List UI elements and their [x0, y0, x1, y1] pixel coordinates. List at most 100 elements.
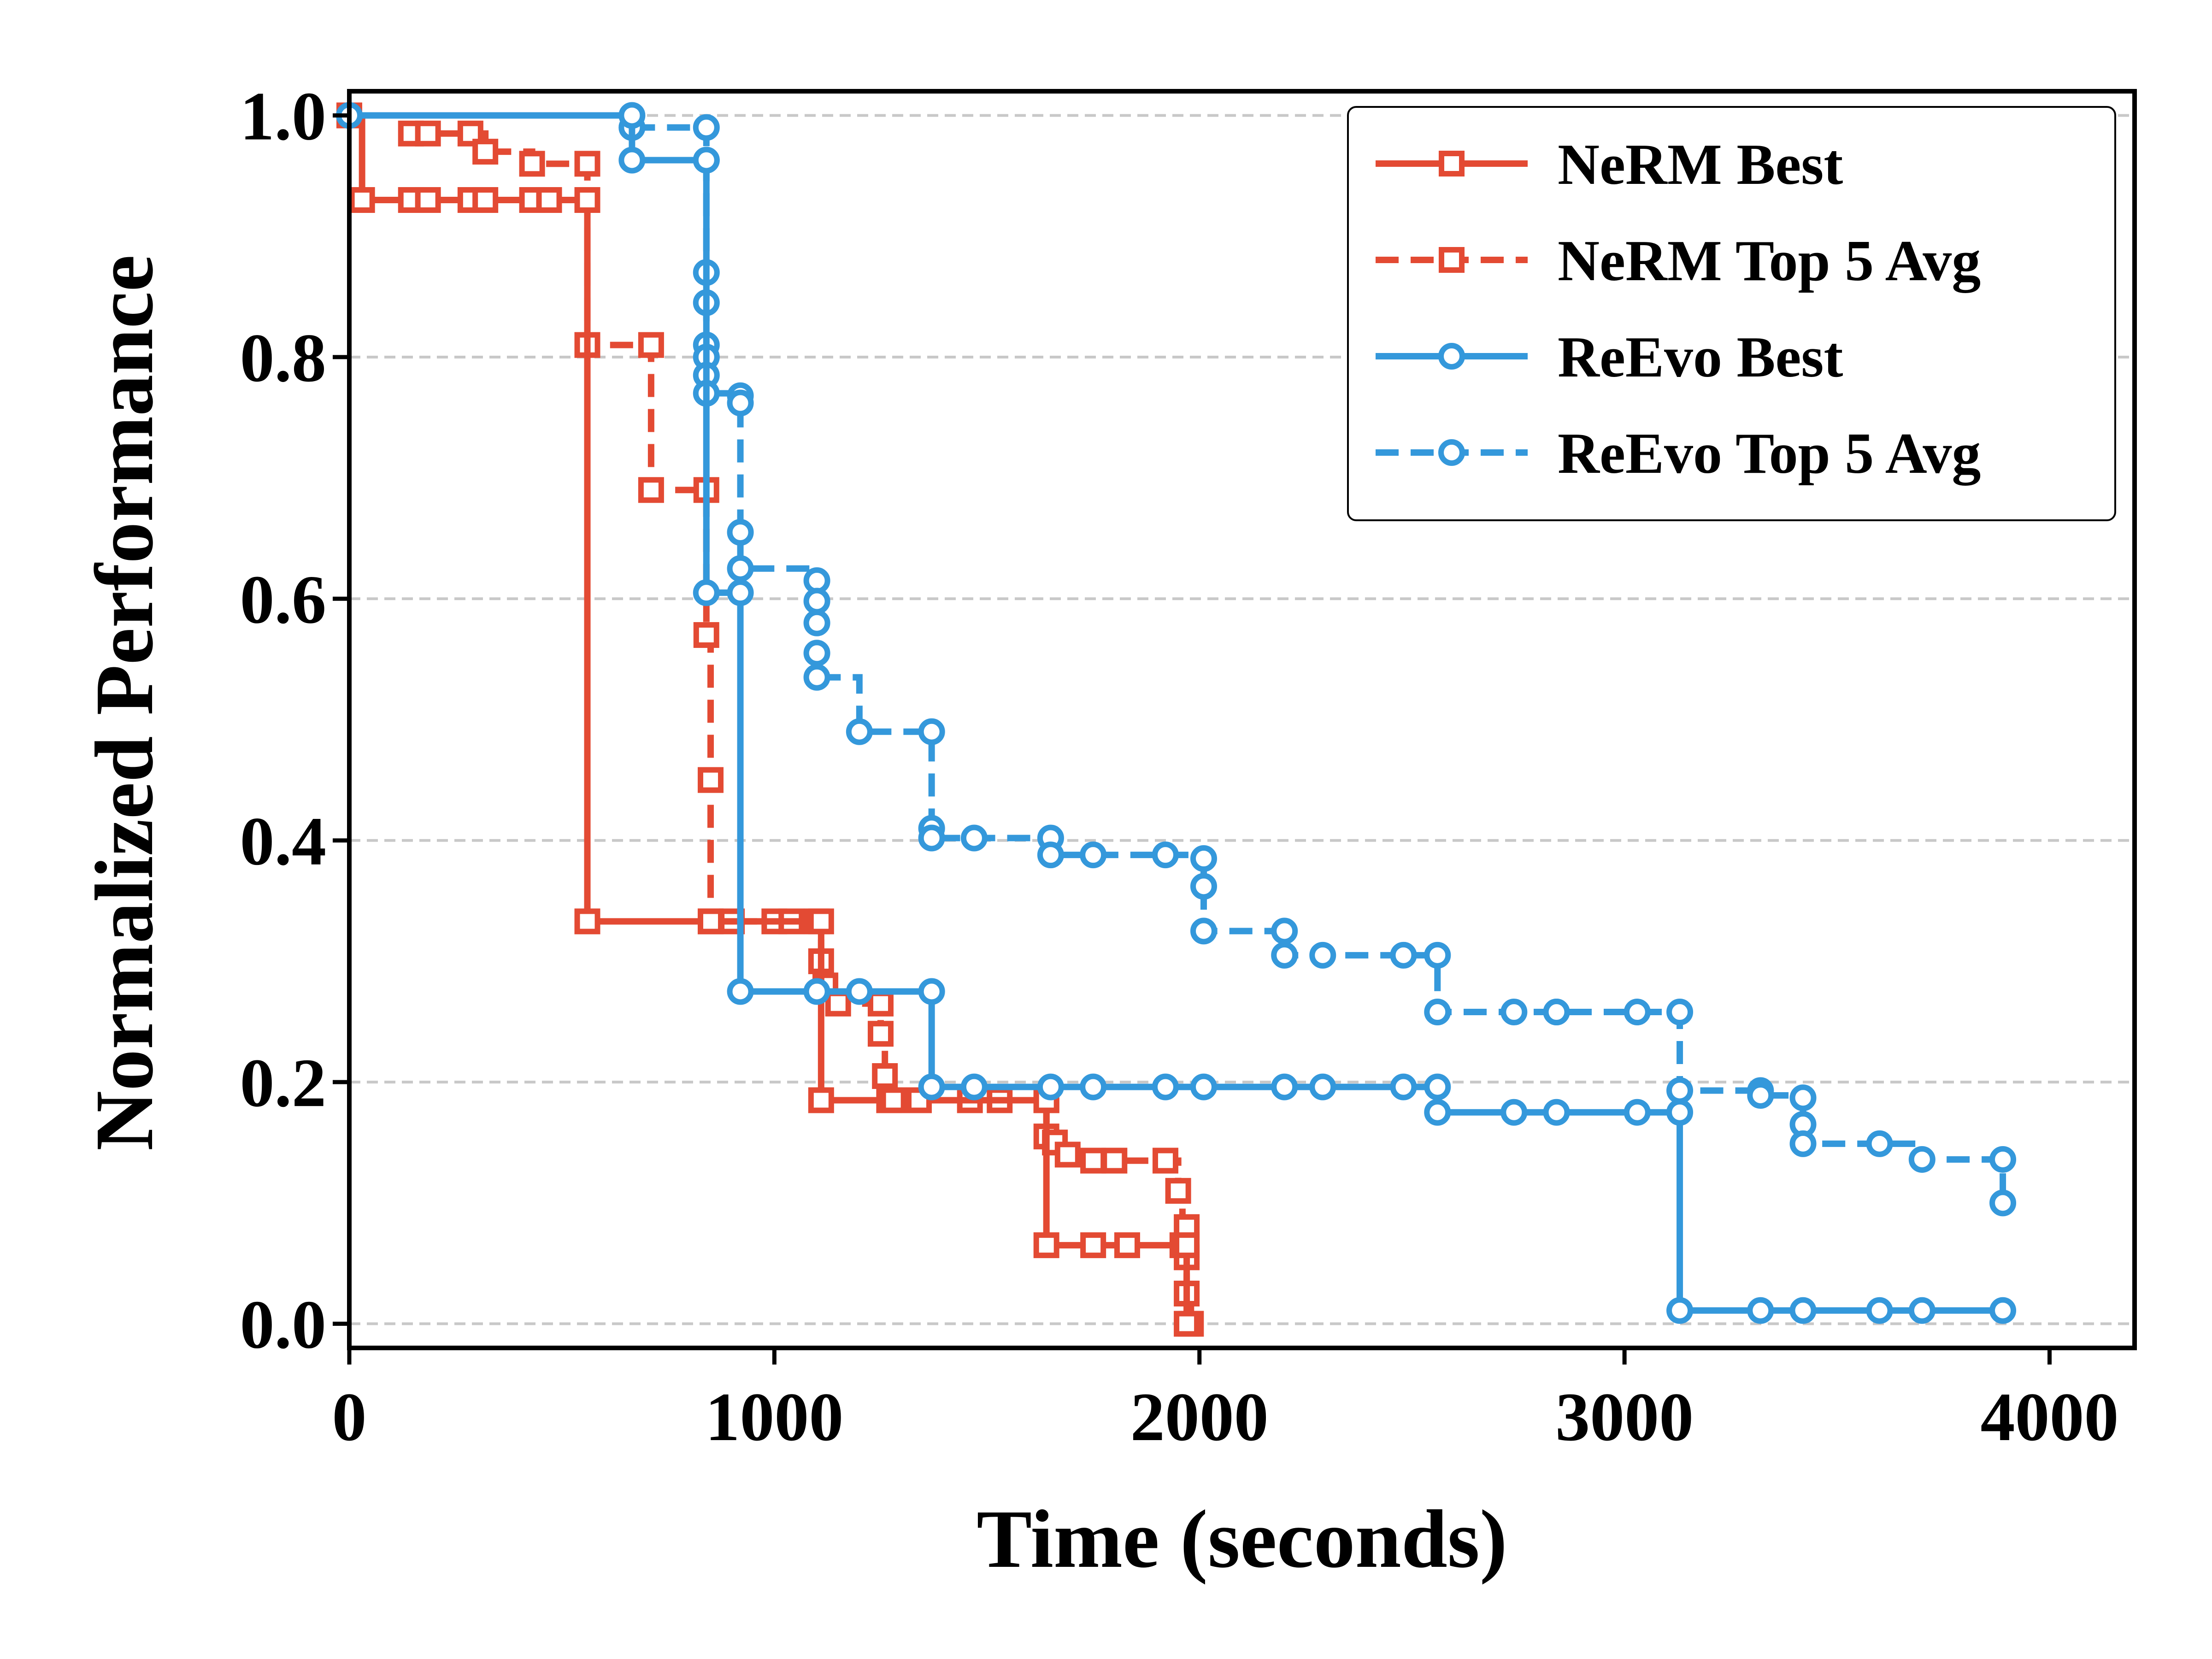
series-layer	[336, 102, 2017, 1337]
data-point	[918, 824, 945, 852]
data-point	[1438, 439, 1465, 466]
data-point	[574, 908, 600, 935]
data-point	[1543, 999, 1570, 1026]
data-point	[1624, 1099, 1651, 1126]
data-point	[519, 151, 545, 177]
data-point	[472, 187, 499, 213]
data-point	[1424, 1073, 1451, 1100]
data-point	[1789, 1130, 1817, 1157]
data-point	[872, 1063, 898, 1089]
data-point	[1033, 1232, 1059, 1259]
legend-label: NeRM Best	[1558, 133, 1843, 197]
x-tick-label: 4000	[1981, 1379, 2119, 1455]
series-nerm-best	[336, 102, 1200, 1337]
data-point	[1114, 1232, 1140, 1259]
data-point	[1271, 941, 1298, 969]
data-point	[1908, 1297, 1936, 1324]
data-point	[880, 1087, 906, 1113]
data-point	[918, 1073, 945, 1100]
data-point	[867, 1021, 894, 1047]
data-point	[918, 978, 945, 1005]
data-point	[349, 187, 375, 213]
data-point	[960, 1073, 988, 1100]
data-point	[1080, 1232, 1106, 1259]
data-point	[803, 609, 830, 636]
data-point	[1174, 1311, 1200, 1337]
data-point	[1152, 1073, 1179, 1100]
data-point	[1152, 841, 1179, 869]
data-point	[698, 767, 724, 793]
data-point	[415, 120, 441, 147]
plot-frame	[347, 89, 2137, 1350]
data-point	[1866, 1130, 1893, 1157]
data-point	[1309, 941, 1336, 969]
data-point	[1989, 1297, 2017, 1324]
data-point	[1424, 941, 1451, 969]
data-point	[1174, 1232, 1200, 1259]
data-point	[1500, 1099, 1528, 1126]
data-point	[1789, 1084, 1817, 1112]
series-reevo-best	[336, 102, 2017, 1324]
x-tick-label: 0	[332, 1379, 367, 1455]
y-tick-label: 0.4	[240, 803, 327, 880]
data-point	[1271, 918, 1298, 945]
data-point	[960, 824, 988, 852]
data-point	[1424, 999, 1451, 1026]
data-point	[693, 622, 719, 648]
data-point	[638, 332, 664, 358]
data-point	[808, 908, 834, 935]
data-point	[1054, 1141, 1081, 1168]
data-point	[618, 147, 646, 174]
data-point	[1152, 1147, 1178, 1174]
data-point	[1543, 1099, 1570, 1126]
legend: NeRM Best NeRM Top 5 Avg ReEvo Best ReEvo T…	[1347, 106, 2116, 521]
data-point	[1439, 247, 1465, 273]
data-point	[846, 978, 873, 1005]
data-point	[1624, 999, 1651, 1026]
data-point	[1908, 1146, 1936, 1173]
legend-label: ReEvo Top 5 Avg	[1558, 422, 1981, 486]
data-point	[1424, 1099, 1451, 1126]
data-point	[918, 718, 945, 745]
data-point	[1190, 918, 1217, 945]
data-point	[693, 114, 720, 141]
data-point	[1989, 1189, 2017, 1217]
data-point	[1309, 1073, 1336, 1100]
data-point	[536, 187, 562, 213]
data-point	[574, 151, 600, 177]
legend-label: NeRM Top 5 Avg	[1558, 229, 1981, 293]
data-point	[1390, 941, 1417, 969]
data-point	[698, 908, 724, 935]
data-point	[803, 640, 830, 667]
legend-box	[1347, 106, 2116, 521]
data-point	[1037, 841, 1064, 869]
data-point	[1165, 1178, 1191, 1204]
data-point	[1080, 841, 1107, 869]
data-point	[1866, 1297, 1893, 1324]
data-point	[1271, 1073, 1298, 1100]
y-tick-label: 0.0	[240, 1287, 327, 1363]
y-tick-label: 0.2	[240, 1045, 327, 1121]
data-point	[1037, 1073, 1064, 1100]
data-point	[1666, 1297, 1694, 1324]
data-point	[803, 664, 830, 691]
x-tick-label: 2000	[1130, 1379, 1269, 1455]
data-point	[803, 588, 830, 615]
data-point	[1666, 1099, 1694, 1126]
data-point	[693, 147, 720, 174]
data-point	[1101, 1147, 1128, 1174]
data-point	[472, 139, 499, 165]
data-point	[1747, 1082, 1774, 1109]
data-point	[808, 1087, 834, 1113]
data-point	[574, 187, 600, 213]
data-point	[1666, 1077, 1694, 1104]
data-point	[1747, 1297, 1774, 1324]
data-point	[1439, 151, 1465, 176]
x-tick-label: 3000	[1555, 1379, 1694, 1455]
x-axis-title: Time (seconds)	[977, 1493, 1507, 1585]
data-point	[1989, 1146, 2017, 1173]
legend-label: ReEvo Best	[1558, 325, 1843, 389]
data-point	[1080, 1073, 1107, 1100]
data-point	[1080, 1147, 1106, 1174]
